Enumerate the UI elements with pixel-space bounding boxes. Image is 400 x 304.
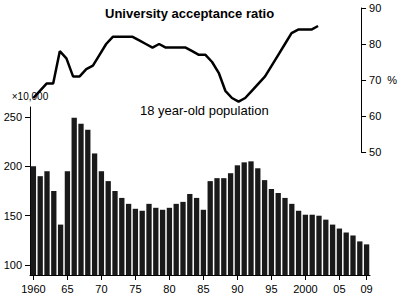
- svg-text:70: 70: [95, 283, 107, 295]
- svg-text:2000: 2000: [293, 283, 317, 295]
- svg-text:09: 09: [360, 283, 372, 295]
- svg-text:150: 150: [4, 210, 22, 222]
- svg-text:65: 65: [61, 283, 73, 295]
- svg-text:18 year-old population: 18 year-old population: [140, 103, 269, 118]
- svg-text:80: 80: [163, 283, 175, 295]
- svg-text:80: 80: [369, 38, 381, 50]
- svg-text:60: 60: [369, 110, 381, 122]
- svg-text:85: 85: [197, 283, 209, 295]
- svg-text:05: 05: [333, 283, 345, 295]
- svg-text:95: 95: [265, 283, 277, 295]
- svg-text:1960: 1960: [21, 283, 45, 295]
- svg-text:250: 250: [4, 111, 22, 123]
- svg-text:70: 70: [369, 74, 381, 86]
- svg-text:100: 100: [4, 259, 22, 271]
- svg-text:%: %: [387, 74, 397, 86]
- svg-text:90: 90: [231, 283, 243, 295]
- svg-text:200: 200: [4, 160, 22, 172]
- svg-text:×10,000: ×10,000: [12, 91, 49, 102]
- svg-text:90: 90: [369, 2, 381, 14]
- svg-text:50: 50: [369, 146, 381, 158]
- svg-text:75: 75: [129, 283, 141, 295]
- svg-text:University acceptance ratio: University acceptance ratio: [105, 6, 274, 21]
